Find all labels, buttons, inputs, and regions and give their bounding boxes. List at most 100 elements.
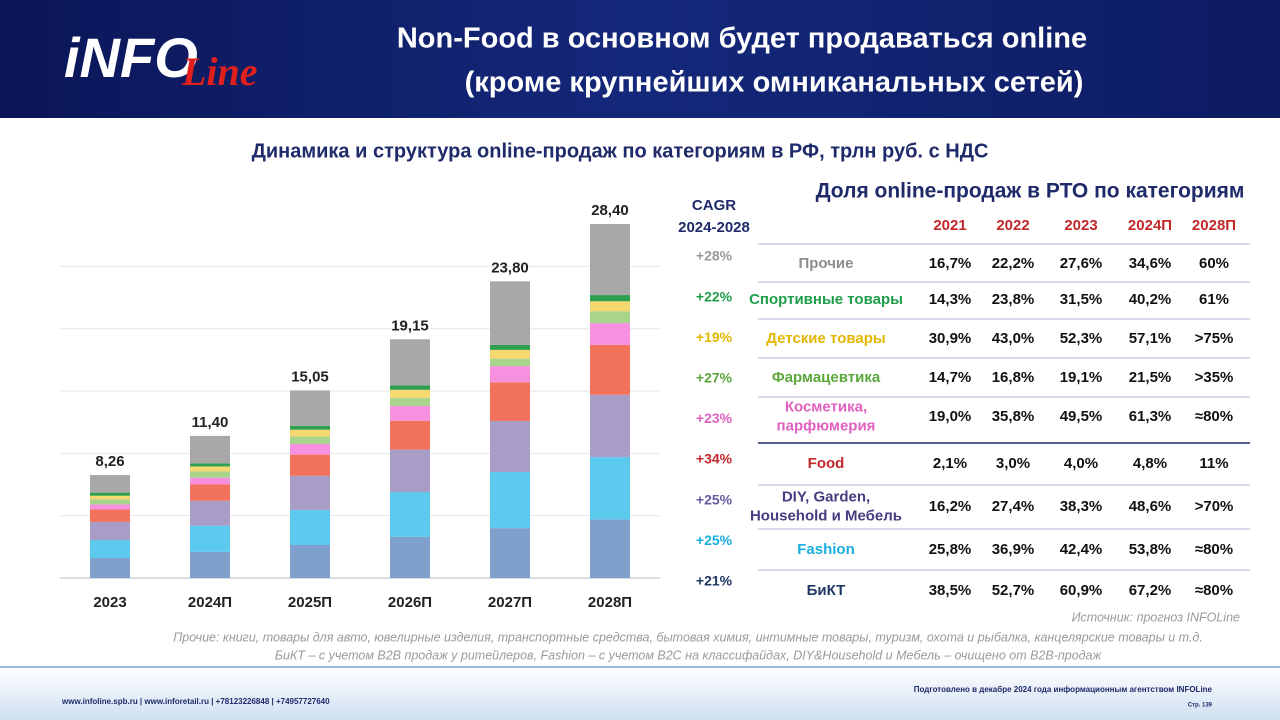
bar-segment: [290, 454, 330, 476]
cagr-label: +23%: [696, 410, 733, 426]
bar-segment: [190, 551, 230, 578]
bar-segment: [490, 349, 530, 359]
table-cell: 14,3%: [929, 291, 972, 308]
bar-segment: [390, 420, 430, 450]
table-cell: 38,3%: [1060, 498, 1103, 515]
bar-segment: [90, 521, 130, 540]
bar-segment: [490, 472, 530, 529]
bar-segment: [490, 420, 530, 473]
table-cell: 14,7%: [929, 369, 972, 386]
x-tick-label: 2028П: [588, 594, 632, 611]
cagr-label: +25%: [696, 491, 733, 507]
row-name: парфюмерия: [777, 417, 876, 434]
table-cell: 11%: [1199, 455, 1228, 472]
logo-info: iNFO: [64, 26, 198, 89]
x-tick-label: 2023: [93, 594, 126, 611]
row-name: Прочие: [798, 255, 853, 272]
row-name: Household и Мебель: [750, 507, 902, 524]
bar-segment: [290, 429, 330, 437]
table-cell: 27,4%: [992, 498, 1035, 515]
bar-segment: [90, 499, 130, 505]
bar-segment: [290, 510, 330, 545]
table-column-header: 2023: [1064, 217, 1097, 234]
table-cell: 4,8%: [1133, 455, 1167, 472]
row-name: БиКТ: [807, 582, 846, 599]
total-label: 11,40: [192, 414, 229, 431]
table-cell: 16,7%: [929, 255, 972, 272]
bar-segment: [90, 558, 130, 578]
bar-segment: [490, 281, 530, 345]
total-label: 8,26: [95, 453, 124, 470]
table-cell: >35%: [1195, 369, 1234, 386]
cagr-label: +25%: [696, 532, 733, 548]
table-cell: 67,2%: [1129, 582, 1172, 599]
row-name: Фармацевтика: [772, 369, 881, 386]
table-column-header: 2022: [996, 217, 1029, 234]
bar-segment: [290, 444, 330, 455]
bar-segment: [590, 457, 630, 520]
bar-segment: [90, 539, 130, 559]
table-cell: 19,1%: [1060, 369, 1103, 386]
table-cell: 36,9%: [992, 541, 1035, 558]
table-cell: ≈80%: [1195, 582, 1233, 599]
table-column-header: 2024П: [1128, 217, 1172, 234]
table-cell: >75%: [1195, 330, 1234, 347]
bar-segment: [390, 385, 430, 390]
note-line: БиКТ – с учетом B2B продаж у ритейлеров,…: [275, 648, 1103, 662]
table-cell: 30,9%: [929, 330, 972, 347]
bar-segment: [290, 390, 330, 426]
cagr-label: +21%: [696, 573, 733, 589]
bar-segment: [290, 475, 330, 511]
cagr-title: 2024-2028: [678, 219, 750, 236]
table-cell: ≈80%: [1195, 541, 1233, 558]
x-tick-label: 2025П: [288, 594, 332, 611]
table-cell: ≈80%: [1195, 408, 1233, 425]
title-line: Non-Food в основном будет продаваться on…: [397, 23, 1087, 55]
total-label: 15,05: [291, 368, 329, 385]
bar-segment: [590, 224, 630, 296]
table-title: Доля online-продаж в РТО по категориям: [816, 180, 1245, 203]
bar-segment: [490, 366, 530, 383]
table-cell: 61,3%: [1129, 408, 1172, 425]
row-name: Food: [808, 455, 845, 472]
row-name: Fashion: [797, 541, 855, 558]
bar-segment: [490, 358, 530, 367]
cagr-label: +22%: [696, 288, 733, 304]
bar-segment: [190, 525, 230, 552]
table-cell: 38,5%: [929, 582, 972, 599]
bar-segment: [390, 449, 430, 492]
table-cell: 22,2%: [992, 255, 1035, 272]
bar-segment: [590, 295, 630, 302]
table-cell: 52,3%: [1060, 330, 1103, 347]
bar-segment: [590, 301, 630, 312]
table-cell: 27,6%: [1060, 255, 1103, 272]
bar-segment: [290, 425, 330, 430]
footer-band: [0, 666, 1280, 720]
bar-segment: [590, 519, 630, 578]
table-cell: 53,8%: [1129, 541, 1172, 558]
table-cell: 34,6%: [1129, 255, 1172, 272]
table-cell: 61%: [1199, 291, 1229, 308]
bar-segment: [490, 382, 530, 421]
table-cell: 3,0%: [996, 455, 1030, 472]
table-cell: 23,8%: [992, 291, 1035, 308]
bar-segment: [390, 536, 430, 578]
footer-contacts: www.infoline.spb.ru | www.inforetail.ru …: [61, 697, 330, 706]
footer-page: Стр. 139: [1188, 703, 1213, 709]
cagr-label: +27%: [696, 370, 733, 386]
x-tick-label: 2026П: [388, 594, 432, 611]
x-tick-label: 2027П: [488, 594, 532, 611]
bar-segment: [190, 463, 230, 467]
table-cell: 2,1%: [933, 455, 967, 472]
table-cell: 52,7%: [992, 582, 1035, 599]
x-tick-label: 2024П: [188, 594, 232, 611]
logo-line: Line: [181, 49, 258, 94]
note-line: Прочие: книги, товары для авто, ювелирны…: [173, 630, 1203, 644]
bar-segment: [290, 544, 330, 578]
row-name: Косметика,: [785, 398, 867, 415]
bar-segment: [190, 477, 230, 485]
row-name: Спортивные товары: [749, 291, 903, 308]
table-cell: 43,0%: [992, 330, 1035, 347]
bar-segment: [490, 344, 530, 350]
table-cell: 60%: [1199, 255, 1229, 272]
